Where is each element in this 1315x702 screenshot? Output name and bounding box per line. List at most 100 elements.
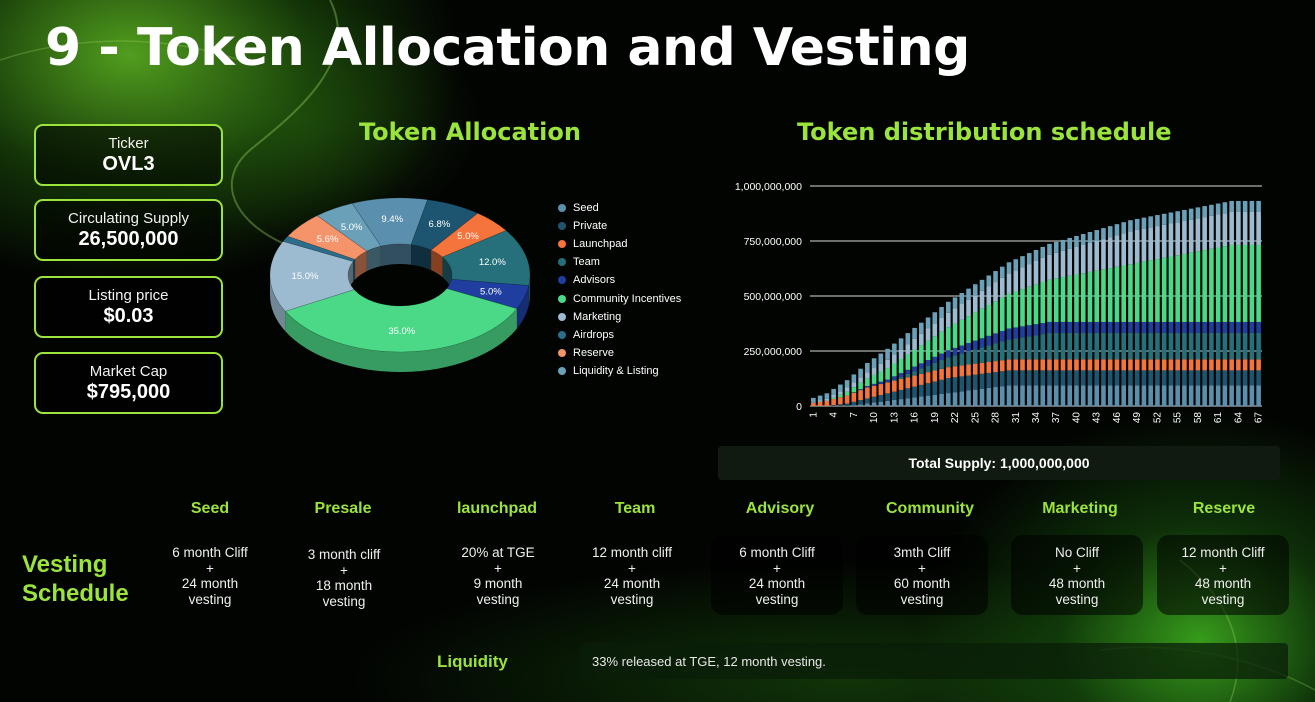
bar-segment [1033, 324, 1039, 336]
bar-segment [1256, 321, 1261, 333]
donut-slice [351, 197, 428, 247]
bar-segment [966, 351, 971, 365]
bar-segment [1101, 332, 1106, 360]
bar-segment [1229, 321, 1234, 333]
x-tick-label: 55 [1173, 412, 1184, 424]
bar-segment [1107, 237, 1113, 269]
bar-segment [865, 387, 870, 399]
bar-segment [858, 368, 863, 378]
bar-segment [1155, 359, 1160, 371]
bar-segment [986, 286, 992, 306]
legend-label: Airdrops [573, 328, 614, 341]
bar-segment [1229, 385, 1234, 406]
bar-segment [1040, 246, 1046, 258]
vesting-line: vesting [1055, 591, 1099, 607]
bar-segment [1155, 321, 1160, 333]
bar-segment [1209, 321, 1214, 333]
x-tick-label: 19 [930, 412, 941, 424]
bar-segment [1094, 230, 1100, 242]
bar-segment [919, 345, 924, 364]
bar-segment [1195, 218, 1201, 252]
donut-slice [410, 199, 479, 251]
bar-segment [1148, 332, 1153, 360]
vesting-header-presale: Presale [314, 500, 372, 517]
bar-segment [878, 384, 884, 396]
bar-segment [1047, 370, 1052, 386]
bar-segment [1161, 332, 1167, 360]
bar-segment [1222, 385, 1228, 406]
bar-segment [1006, 385, 1012, 406]
bar-segment [898, 378, 904, 390]
x-tick-label: 25 [970, 412, 981, 424]
bar-segment [1053, 359, 1059, 371]
bar-column [1161, 213, 1167, 406]
bar-segment [1121, 233, 1126, 266]
bar-segment [1168, 359, 1174, 371]
bar-segment [986, 305, 992, 336]
bar-column [1141, 217, 1147, 406]
bar-segment [972, 340, 978, 350]
bar-segment [1033, 385, 1039, 406]
vesting-header-community: Community [886, 500, 974, 517]
bar-segment [1026, 370, 1032, 386]
bar-segment [1026, 336, 1032, 360]
stat-value: $795,000 [86, 381, 171, 403]
bar-segment [1242, 200, 1248, 212]
bar-segment [1195, 251, 1201, 322]
bar-segment [1080, 245, 1086, 274]
bar-column [979, 279, 985, 406]
bar-segment [1195, 321, 1201, 333]
bar-segment [999, 360, 1005, 372]
bar-segment [1128, 231, 1133, 265]
vesting-plus: + [773, 560, 781, 576]
bar-segment [1013, 370, 1019, 386]
bar-segment [1053, 278, 1059, 322]
bar-column [817, 395, 823, 406]
bar-segment [1134, 359, 1140, 371]
bar-segment [892, 343, 897, 355]
bar-segment [1121, 265, 1126, 322]
bar-segment [905, 354, 911, 370]
donut-slice-inner-wall [431, 250, 443, 278]
bar-segment [1094, 332, 1100, 360]
bar-segment [999, 297, 1005, 331]
legend-item: Team [558, 253, 681, 271]
bar-segment [946, 327, 951, 351]
bar-segment [892, 399, 897, 406]
bar-segment [925, 372, 931, 384]
bar-segment [1168, 256, 1174, 322]
bar-segment [885, 359, 890, 369]
x-tick-label: 22 [950, 412, 961, 424]
bar-segment [1026, 325, 1032, 337]
bar-segment [1242, 321, 1248, 333]
bar-segment [1215, 203, 1221, 215]
bar-segment [1026, 264, 1032, 287]
bar-segment [952, 323, 958, 348]
bar-segment [1074, 385, 1079, 406]
vesting-line: 24 month [181, 576, 239, 591]
bar-column [912, 327, 917, 406]
bar-segment [1222, 332, 1228, 360]
bar-segment [1067, 275, 1073, 322]
bar-segment [1202, 332, 1207, 360]
bar-segment [1161, 257, 1167, 322]
bar-segment [1128, 332, 1133, 360]
bar-column [972, 284, 978, 406]
bar-segment [1155, 385, 1160, 406]
bar-segment [946, 367, 951, 379]
bar-column [1242, 200, 1248, 406]
bar-segment [1101, 321, 1106, 333]
liquidity-text: 33% released at TGE, 12 month vesting. [592, 654, 826, 669]
bar-column [946, 301, 951, 406]
bar-segment [1168, 321, 1174, 333]
bar-segment [1168, 385, 1174, 406]
bar-segment [811, 402, 816, 403]
bar-segment [1222, 246, 1228, 322]
bar-segment [1209, 248, 1214, 322]
bar-segment [1215, 332, 1221, 360]
bar-segment [898, 358, 904, 374]
stat-value: 26,500,000 [78, 228, 179, 250]
bar-segment [1013, 338, 1019, 360]
bar-segment [1168, 223, 1174, 257]
bar-segment [1209, 370, 1214, 386]
